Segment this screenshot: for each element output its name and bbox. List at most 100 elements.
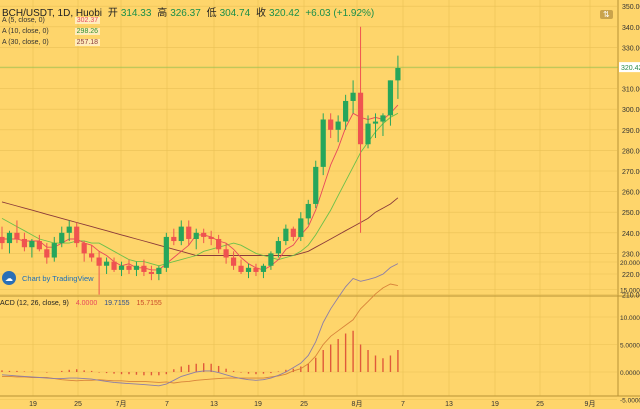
price-tick-label-3: 240.00 — [622, 231, 640, 238]
candle-body-13 — [96, 257, 102, 266]
candle-body-52 — [387, 80, 394, 116]
time-tick-label-0: 19 — [29, 401, 37, 408]
macd-tick-label-1: 15.0000 — [620, 288, 640, 295]
candle-body-20 — [148, 271, 154, 274]
scale-toggle-button[interactable]: ⇅ — [600, 10, 613, 19]
candle-body-29 — [216, 238, 222, 250]
time-tick-label-2: 7月 — [116, 400, 127, 408]
candle-body-33 — [245, 267, 252, 272]
ma10-line — [1, 112, 399, 267]
candle-body-26 — [193, 232, 199, 239]
candle-body-37 — [275, 241, 281, 254]
candle-body-46 — [343, 100, 349, 122]
time-tick-label-3: 7 — [165, 401, 169, 408]
candle-body-3 — [21, 238, 28, 248]
candle-body-1 — [6, 232, 13, 244]
ma30-label: A (30, close, 0) — [2, 39, 49, 46]
open-value: 314.33 — [120, 8, 152, 19]
macd-header: ACD (12, 26, close, 9) 4.0000 19.7155 15… — [0, 300, 167, 307]
ma5-line — [2, 104, 399, 271]
candle-body-39 — [290, 228, 296, 237]
candle-body-0 — [0, 236, 5, 244]
macd-tick-label-3: 5.0000 — [620, 343, 640, 350]
price-tick-label-13: 340.00 — [622, 25, 640, 32]
ma10-value: 298.26 — [74, 28, 101, 35]
candle-body-42 — [313, 166, 319, 204]
macd-line-value: 19.7155 — [104, 300, 130, 307]
price-tick-label-1: 220.00 — [622, 272, 640, 279]
candle-body-32 — [238, 265, 244, 272]
time-tick-label-11: 25 — [536, 401, 544, 408]
time-tick-label-12: 9月 — [585, 400, 596, 408]
candle-body-19 — [141, 265, 147, 272]
candle-body-7 — [51, 243, 57, 258]
change-value: +6.03 (+1.92%) — [305, 8, 375, 19]
ma30-legend[interactable]: A (30, close, 0) 257.18 — [2, 39, 101, 46]
candle-body-30 — [223, 249, 229, 258]
macd-tick-label-4: 0.0000 — [620, 370, 640, 377]
candle-body-43 — [320, 119, 326, 167]
macd-tick-label-0: 20.0000 — [620, 260, 640, 267]
candle-body-45 — [335, 121, 341, 130]
ma5-value: 302.37 — [74, 17, 101, 24]
price-tick-label-5: 260.00 — [622, 190, 640, 197]
candle-body-49 — [365, 123, 371, 145]
price-tick-label-4: 250.00 — [622, 210, 640, 217]
time-tick-label-8: 7 — [401, 401, 405, 408]
symbol-label: BCH/USDT, 1D, Huobi — [2, 8, 103, 19]
candle-body-22 — [163, 236, 169, 268]
candle-body-18 — [133, 265, 140, 270]
price-tick-label-12: 330.00 — [622, 45, 640, 52]
time-tick-label-5: 19 — [254, 401, 262, 408]
ma10-label: A (10, close, 0) — [2, 28, 49, 35]
candle-body-14 — [103, 261, 110, 266]
candle-body-31 — [230, 257, 237, 266]
open-label: 开 — [107, 8, 118, 19]
ma5-label: A (5, close, 0) — [2, 17, 45, 24]
low-label: 低 — [206, 8, 217, 19]
candle-body-48 — [357, 92, 364, 145]
candle-body-41 — [305, 203, 311, 219]
price-tick-label-8: 290.00 — [622, 128, 640, 135]
last-price-tag-text: 320.42 — [621, 65, 640, 72]
price-tick-label-10: 310.00 — [622, 87, 640, 94]
ma30-line — [1, 197, 399, 256]
close-label: 收 — [255, 8, 266, 19]
macd-tick-label-5: -5.0000 — [620, 398, 640, 405]
low-value: 304.74 — [219, 8, 251, 19]
candle-body-40 — [298, 218, 304, 237]
candle-body-51 — [380, 115, 386, 122]
tradingview-logo-icon: ☁ — [2, 271, 16, 285]
time-tick-label-4: 13 — [210, 401, 218, 408]
candle-body-2 — [14, 232, 20, 239]
tradingview-badge[interactable]: ☁ Chart by TradingView — [0, 271, 94, 285]
time-tick-label-9: 13 — [445, 401, 453, 408]
candle-body-6 — [44, 249, 50, 258]
price-tick-label-6: 270.00 — [622, 169, 640, 176]
chart-header: BCH/USDT, 1D, Huobi 开 314.33 高 326.37 低 304… — [2, 4, 377, 19]
close-value: 320.42 — [268, 8, 300, 19]
macd-hist-value: 4.0000 — [75, 300, 98, 307]
candle-body-8 — [59, 232, 65, 244]
candle-body-50 — [372, 121, 379, 124]
candle-body-5 — [36, 241, 42, 250]
candle-body-38 — [283, 228, 289, 242]
candle-body-25 — [186, 226, 192, 239]
candle-body-21 — [156, 267, 162, 274]
price-tick-label-9: 300.00 — [622, 107, 640, 114]
candle-body-35 — [260, 265, 267, 272]
high-value: 326.37 — [170, 8, 201, 19]
time-tick-label-6: 25 — [300, 401, 308, 408]
last-price-tag — [619, 62, 640, 73]
candle-body-53 — [395, 68, 401, 81]
candle-body-10 — [74, 226, 80, 244]
price-tick-label-14: 350.00 — [622, 4, 640, 11]
branding-text: Chart by TradingView — [22, 273, 94, 283]
candle-body-9 — [66, 226, 72, 233]
ma10-legend[interactable]: A (10, close, 0) 298.26 — [2, 28, 101, 35]
candle-body-24 — [178, 226, 184, 242]
candle-body-44 — [328, 119, 334, 130]
ma5-legend[interactable]: A (5, close, 0) 302.37 — [2, 17, 101, 24]
